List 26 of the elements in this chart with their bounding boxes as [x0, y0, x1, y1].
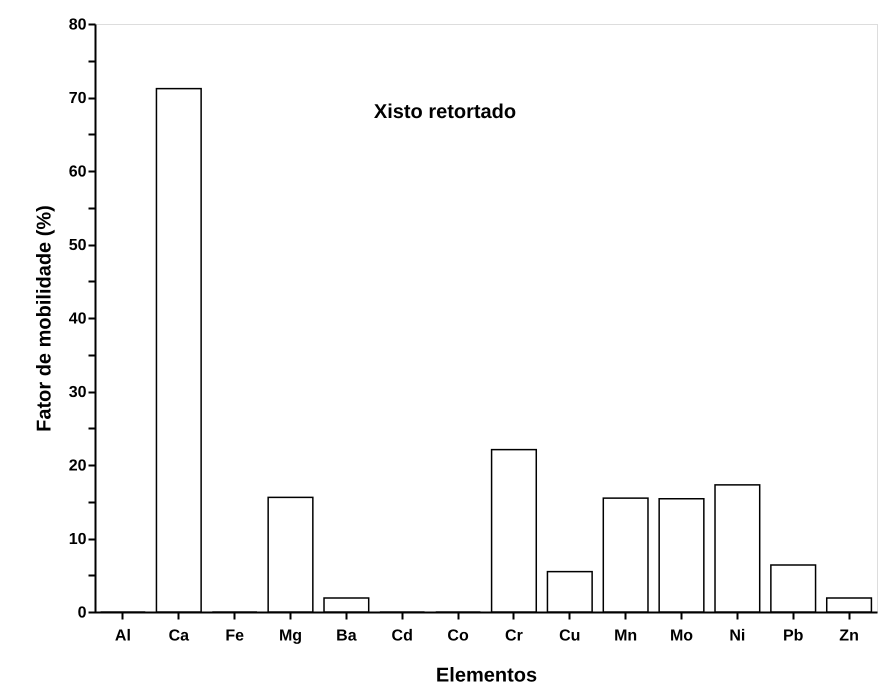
x-axis-title: Elementos [436, 664, 538, 686]
x-tick-label: Mn [614, 628, 638, 644]
x-tick-label: Ni [729, 628, 746, 644]
x-tick-label: Co [447, 628, 469, 644]
y-tick-label: 60 [68, 164, 87, 180]
y-tick-label: 30 [68, 384, 87, 401]
x-tick-label: Cd [392, 628, 413, 644]
y-axis-title: Fator de mobilidade (%) [34, 205, 56, 432]
y-tick-label: 0 [78, 604, 87, 622]
x-tick-label: Zn [839, 628, 859, 644]
x-tick-label: Fe [225, 628, 244, 644]
x-tick-label: Al [114, 628, 131, 644]
y-tick-label: 70 [68, 90, 87, 107]
x-tick-label: Cu [559, 628, 580, 644]
y-tick-label: 50 [68, 237, 87, 254]
x-tick-label: Pb [782, 628, 804, 644]
x-tick-label: Ba [336, 628, 357, 644]
y-tick-label: 20 [68, 458, 87, 474]
x-tick-label: Cr [505, 628, 523, 644]
y-tick-label: 40 [68, 310, 87, 328]
y-tick-label: 10 [68, 531, 87, 548]
x-tick-label: Ca [168, 628, 190, 644]
x-tick-label: Mo [670, 628, 694, 644]
y-tick-label: 80 [68, 16, 87, 34]
annotation: Xisto retortado [374, 101, 516, 123]
x-tick-label: Mg [278, 628, 302, 644]
